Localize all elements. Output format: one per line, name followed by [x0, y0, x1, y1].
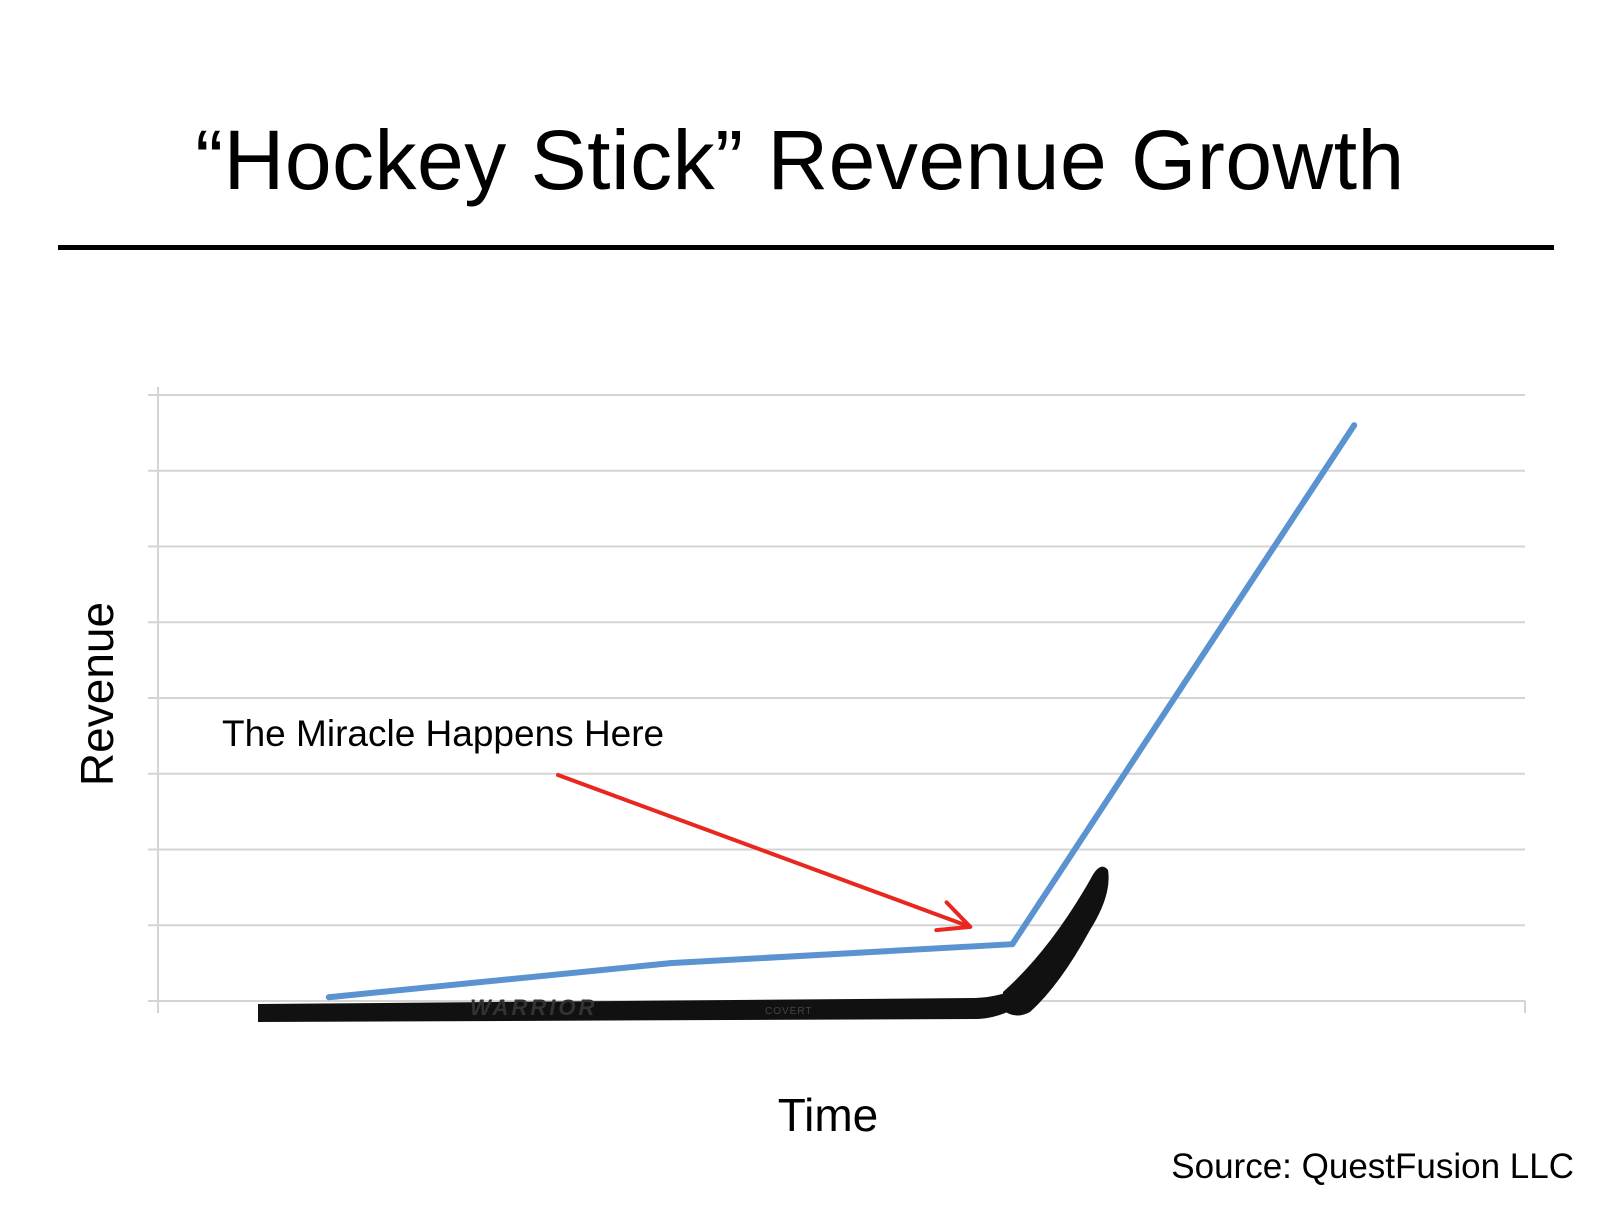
data-point	[325, 994, 332, 1001]
y-axis-label: Revenue	[71, 601, 123, 787]
svg-text:COVERT: COVERT	[765, 1006, 813, 1017]
arrow-head	[934, 900, 973, 933]
title-divider	[58, 245, 1554, 250]
data-point	[1009, 941, 1016, 948]
annotation-arrow	[556, 773, 973, 933]
revenue-series-line	[325, 422, 1358, 1001]
svg-text:WARRIOR: WARRIOR	[470, 995, 597, 1020]
data-points	[325, 422, 1358, 1001]
x-axis-label: Time	[777, 1089, 879, 1141]
data-point	[667, 960, 674, 967]
arrow-shaft	[556, 773, 973, 929]
grid-lines	[158, 394, 1525, 927]
data-point	[1351, 422, 1358, 429]
annotation-label: The Miracle Happens Here	[222, 713, 665, 754]
hockey-stick-image: WARRIOR COVERT	[258, 866, 1109, 1022]
page-title: “Hockey Stick” Revenue Growth	[195, 113, 1405, 207]
source-caption: Source: QuestFusion LLC	[1171, 1147, 1574, 1186]
